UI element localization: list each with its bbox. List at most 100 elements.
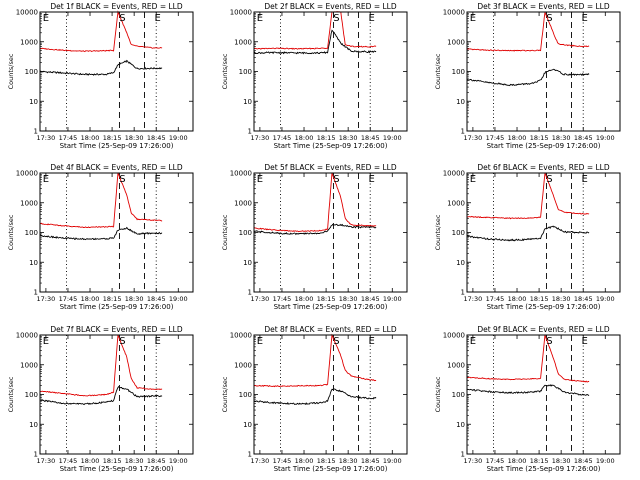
x-tick-label: 18:15 <box>103 134 122 142</box>
x-tick-label: 18:30 <box>339 295 358 303</box>
x-tick-label: 19:00 <box>383 457 402 465</box>
x-tick-label: 19:00 <box>383 295 402 303</box>
y-tick-label: 10000 <box>230 332 252 340</box>
y-tick-label: 10 <box>243 421 252 429</box>
detector-panel-2: Det 2f BLACK = Events, RED = LLD 1 10 100 10… <box>221 2 408 150</box>
panel-title: Det 6f BLACK = Events, RED = LLD <box>477 163 610 172</box>
x-tick-label: 17:30 <box>251 295 270 303</box>
marker-label: E <box>43 174 49 185</box>
x-tick-label: 17:45 <box>273 295 292 303</box>
lld-series-line <box>253 11 377 50</box>
x-tick-label: 18:30 <box>552 457 571 465</box>
x-tick-label: 18:45 <box>147 295 166 303</box>
x-tick-label: 17:45 <box>486 295 505 303</box>
y-tick-label: 10000 <box>443 9 465 17</box>
marker-label: S <box>546 336 552 347</box>
y-tick-label: 100 <box>239 229 252 237</box>
x-tick-label: 18:00 <box>508 134 527 142</box>
x-axis-label: Start Time (25-Sep-09 17:26:00) <box>487 142 601 150</box>
panel-title: Det 3f BLACK = Events, RED = LLD <box>477 2 610 11</box>
plot-frame <box>466 172 621 293</box>
x-tick-label: 17:45 <box>59 457 78 465</box>
y-tick-label: 1000 <box>20 361 38 369</box>
y-tick-label: 10000 <box>443 170 465 178</box>
lld-series-line <box>253 172 377 233</box>
y-tick-label: 10 <box>243 98 252 106</box>
x-tick-label: 17:30 <box>37 295 56 303</box>
events-series-line <box>39 385 163 406</box>
detector-panel-5: Det 5f BLACK = Events, RED = LLD 1 10 100 10… <box>221 163 408 311</box>
y-tick-label: 10000 <box>16 170 38 178</box>
y-tick-label: 10 <box>456 98 465 106</box>
x-tick-label: 18:45 <box>147 457 166 465</box>
y-tick-label: 100 <box>25 68 38 76</box>
y-tick-label: 100 <box>25 229 38 237</box>
y-tick-label: 10 <box>29 421 38 429</box>
events-series-line <box>466 68 590 87</box>
x-tick-label: 17:45 <box>486 134 505 142</box>
events-series-line <box>466 384 590 396</box>
x-axis-label: Start Time (25-Sep-09 17:26:00) <box>487 465 601 473</box>
x-tick-label: 19:00 <box>596 295 615 303</box>
marker-label: E <box>470 13 476 24</box>
marker-label: E <box>470 174 476 185</box>
x-tick-label: 18:15 <box>103 457 122 465</box>
marker-label: E <box>582 336 588 347</box>
y-tick-label: 1000 <box>447 199 465 207</box>
panel-title: Det 4f BLACK = Events, RED = LLD <box>50 163 183 172</box>
events-series-line <box>39 226 163 241</box>
x-tick-label: 17:45 <box>273 134 292 142</box>
y-tick-label: 1000 <box>234 361 252 369</box>
events-series-line <box>253 388 377 406</box>
x-tick-label: 17:30 <box>251 134 270 142</box>
x-tick-label: 17:45 <box>59 295 78 303</box>
events-series-line <box>466 225 590 242</box>
marker-label: E <box>155 13 161 24</box>
y-axis-label: Counts/sec <box>434 214 442 250</box>
detector-panel-1: Det 1f BLACK = Events, RED = LLD 1 10 100 10… <box>7 2 194 150</box>
plot-frame <box>39 11 194 132</box>
x-tick-label: 18:00 <box>295 457 314 465</box>
x-tick-label: 18:00 <box>295 295 314 303</box>
marker-label: S <box>546 174 552 185</box>
events-series-line <box>39 59 163 76</box>
detector-panel-3: Det 3f BLACK = Events, RED = LLD 1 10 100 10… <box>434 2 621 150</box>
marker-label: E <box>582 13 588 24</box>
x-axis-label: Start Time (25-Sep-09 17:26:00) <box>487 303 601 311</box>
y-tick-label: 100 <box>239 391 252 399</box>
x-tick-label: 18:30 <box>552 295 571 303</box>
y-tick-label: 10 <box>456 421 465 429</box>
panel-title: Det 5f BLACK = Events, RED = LLD <box>264 163 397 172</box>
y-tick-label: 10 <box>456 259 465 267</box>
x-tick-label: 18:15 <box>317 457 336 465</box>
y-tick-label: 1 <box>34 451 38 459</box>
panel-title: Det 9f BLACK = Events, RED = LLD <box>477 325 610 334</box>
panel-title: Det 7f BLACK = Events, RED = LLD <box>50 325 183 334</box>
y-tick-label: 10000 <box>230 170 252 178</box>
x-tick-label: 17:45 <box>486 457 505 465</box>
y-axis-label: Counts/sec <box>7 214 15 250</box>
plot-frame <box>253 11 408 132</box>
x-tick-label: 18:15 <box>530 134 549 142</box>
lld-series-line <box>40 172 163 228</box>
y-tick-label: 10000 <box>443 332 465 340</box>
events-series-line <box>253 223 377 236</box>
x-tick-label: 18:00 <box>81 295 100 303</box>
plot-frame <box>466 334 621 455</box>
x-tick-label: 19:00 <box>169 134 188 142</box>
x-tick-label: 18:45 <box>361 134 380 142</box>
marker-label: S <box>119 174 125 185</box>
y-tick-label: 1 <box>461 451 465 459</box>
y-tick-label: 100 <box>452 68 465 76</box>
x-axis-label: Start Time (25-Sep-09 17:26:00) <box>60 303 174 311</box>
detector-panel-8: Det 8f BLACK = Events, RED = LLD 1 10 100 10… <box>221 325 408 473</box>
y-tick-label: 100 <box>25 391 38 399</box>
x-tick-label: 17:45 <box>273 457 292 465</box>
y-axis-label: Counts/sec <box>7 53 15 89</box>
marker-label: E <box>43 13 49 24</box>
y-axis-label: Counts/sec <box>434 376 442 412</box>
marker-label: E <box>369 13 375 24</box>
x-tick-label: 17:30 <box>464 134 483 142</box>
x-tick-label: 17:30 <box>251 457 270 465</box>
